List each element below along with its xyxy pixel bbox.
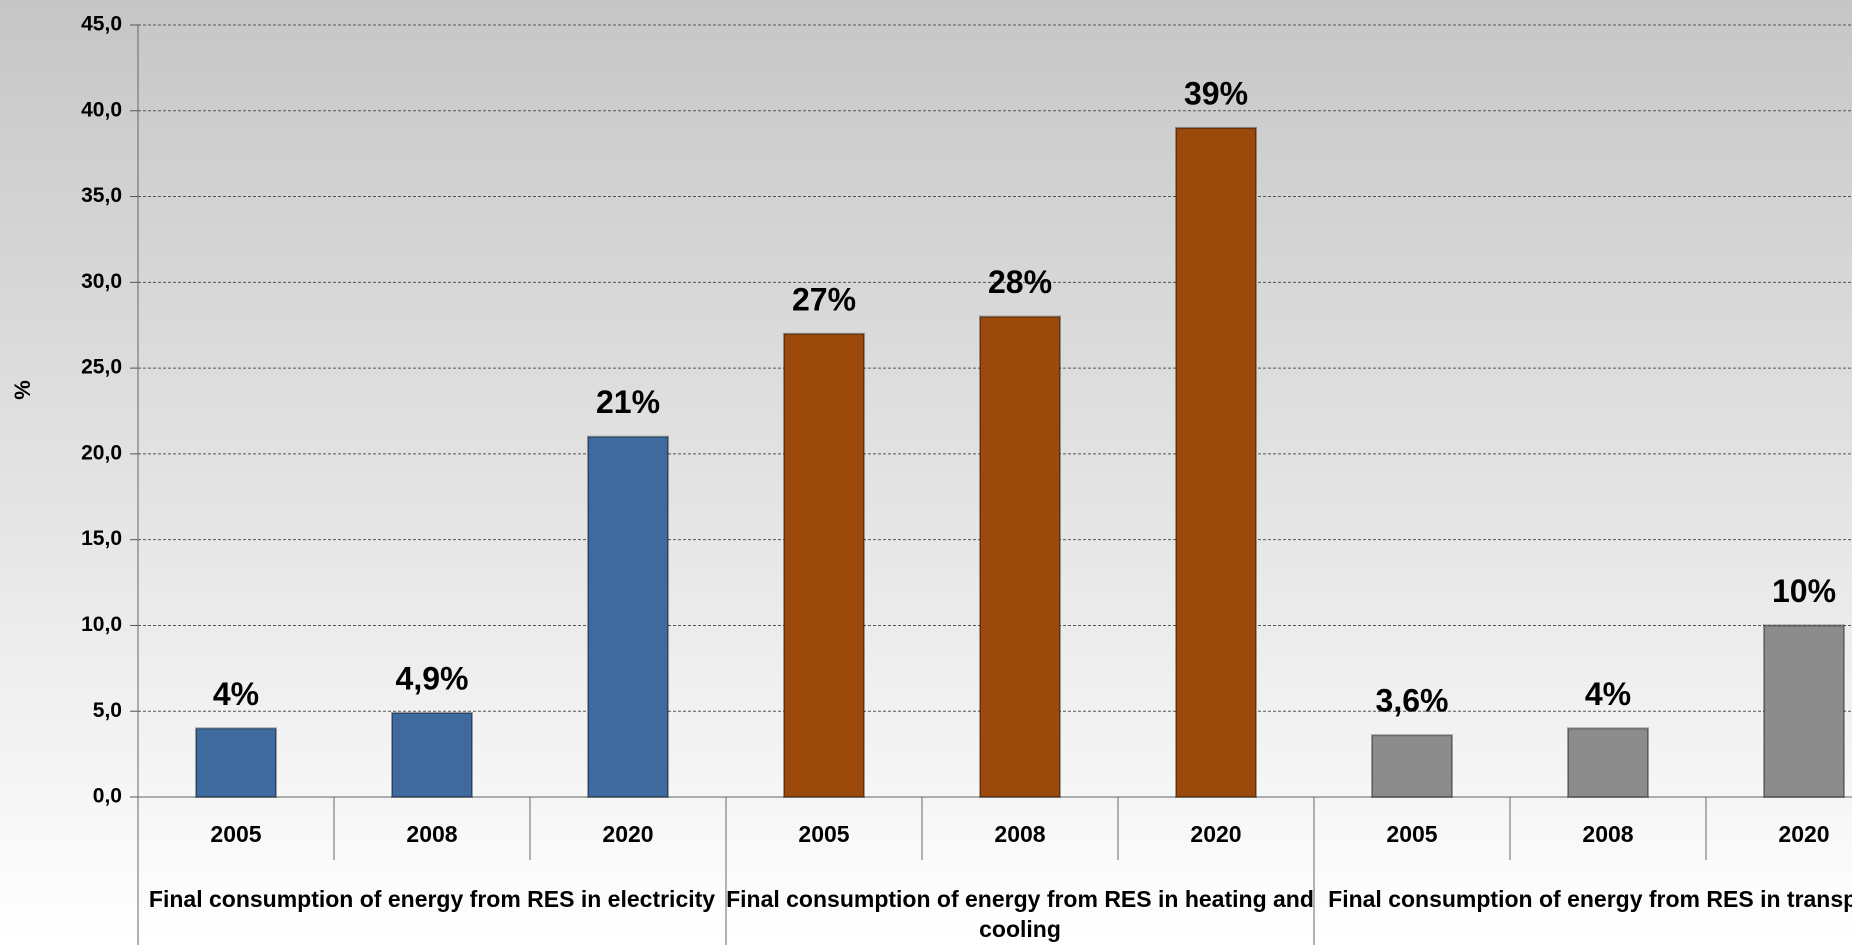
- data-label: 4%: [213, 676, 259, 712]
- bar: [391, 711, 473, 799]
- y-tick-label: 10,0: [81, 613, 122, 636]
- y-tick-label: 40,0: [81, 98, 122, 121]
- data-label: 27%: [792, 281, 856, 317]
- bar: [1371, 734, 1453, 798]
- y-tick-label: 5,0: [93, 699, 122, 722]
- y-tick-label: 35,0: [81, 184, 122, 207]
- group-label: Final consumption of energy from RES in …: [148, 886, 716, 912]
- group-label: Final consumption of energy from RES in …: [726, 886, 1314, 942]
- bar: [1763, 624, 1845, 799]
- bar: [587, 435, 669, 798]
- bar: [1567, 727, 1649, 799]
- x-tick-label: 2020: [602, 821, 653, 847]
- bar: [783, 332, 865, 798]
- x-tick-label: 2005: [1386, 821, 1437, 847]
- y-tick-label: 25,0: [81, 356, 122, 379]
- bar: [195, 727, 277, 799]
- y-tick-label: 30,0: [81, 270, 122, 293]
- y-tick-label: 45,0: [81, 13, 122, 36]
- bar: [979, 315, 1061, 798]
- y-tick-label: 20,0: [81, 441, 122, 464]
- y-tick-label: 0,0: [93, 785, 122, 808]
- bar: [1175, 126, 1257, 798]
- y-tick-label: 15,0: [81, 527, 122, 550]
- data-label: 39%: [1184, 75, 1248, 111]
- x-tick-label: 2008: [406, 821, 457, 847]
- x-tick-label: 2020: [1190, 821, 1241, 847]
- data-label: 21%: [596, 384, 660, 420]
- x-tick-label: 2005: [210, 821, 261, 847]
- data-label: 3,6%: [1376, 683, 1449, 719]
- group-label: Final consumption of energy from RES in …: [1328, 886, 1852, 912]
- data-label: 4%: [1585, 676, 1631, 712]
- x-tick-label: 2005: [798, 821, 849, 847]
- data-label: 4,9%: [396, 660, 469, 696]
- data-label: 10%: [1772, 573, 1836, 609]
- y-axis-label: %: [10, 380, 35, 400]
- x-tick-label: 2008: [994, 821, 1045, 847]
- x-tick-label: 2020: [1778, 821, 1829, 847]
- data-label: 28%: [988, 264, 1052, 300]
- x-tick-label: 2008: [1582, 821, 1633, 847]
